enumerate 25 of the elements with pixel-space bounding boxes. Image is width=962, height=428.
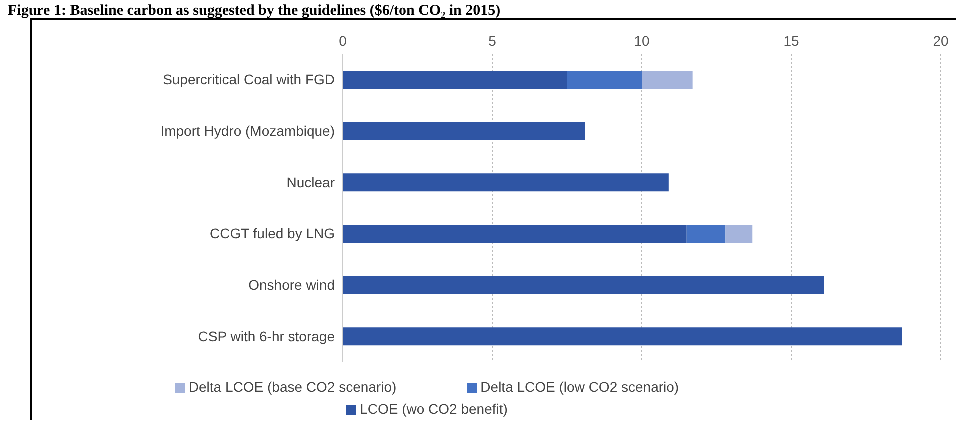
bar (686, 225, 726, 243)
x-tick-label: 10 (634, 33, 650, 49)
x-tick-label: 15 (784, 33, 800, 49)
y-tick-label: CCGT fuled by LNG (210, 226, 335, 242)
legend-label: Delta LCOE (base CO2 scenario) (188, 379, 397, 395)
chart-title: Figure 1: Baseline carbon as suggested by the guidelines ($6/ton CO₂ in 2015) (8, 3, 501, 19)
bar (726, 225, 753, 243)
y-tick-label: Onshore wind (248, 276, 335, 293)
bar (343, 174, 669, 192)
x-tick-label: 0 (339, 33, 348, 49)
bar (343, 276, 824, 294)
y-tick-label: Supercritical Coal with FGD (163, 72, 335, 88)
bar (567, 71, 642, 89)
bar (343, 122, 586, 140)
x-tick-label: 20 (933, 33, 949, 49)
legend-label: Delta LCOE (low CO2 scenario) (480, 379, 680, 395)
y-tick-label: CSP with 6-hr storage (198, 328, 336, 344)
legend-label: LCOE (wo CO2 benefit) (360, 401, 508, 417)
bar (642, 71, 693, 89)
bar (343, 225, 687, 243)
y-tick-label: Import Hydro (Mozambique) (160, 122, 335, 139)
x-tick-label: 5 (488, 33, 497, 49)
bar (343, 328, 902, 346)
y-tick-label: Nuclear (286, 174, 336, 190)
bar (343, 71, 568, 89)
